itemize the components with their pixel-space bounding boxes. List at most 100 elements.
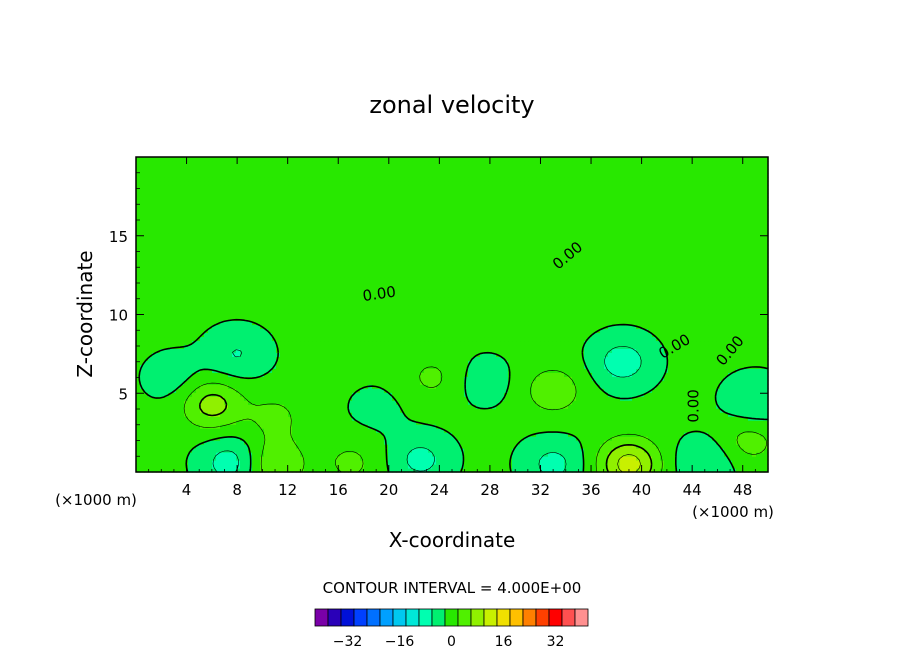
- field-cell: [756, 356, 761, 361]
- field-cell: [276, 444, 281, 449]
- field-cell: [416, 396, 421, 401]
- field-cell: [360, 404, 365, 409]
- field-cell: [448, 372, 453, 377]
- field-cell: [168, 404, 173, 409]
- field-cell: [512, 396, 517, 401]
- field-cell: [748, 420, 753, 425]
- field-cell: [224, 392, 229, 397]
- field-cell: [240, 384, 245, 389]
- field-cell: [208, 348, 213, 353]
- field-cell: [504, 376, 509, 381]
- field-cell: [268, 424, 273, 429]
- field-cell: [696, 448, 701, 453]
- field-cell: [476, 436, 481, 441]
- field-cell: [500, 380, 505, 385]
- field-cell: [324, 428, 329, 433]
- field-cell: [148, 388, 153, 393]
- field-cell: [212, 364, 217, 369]
- field-cell: [332, 432, 337, 437]
- field-cell: [480, 432, 485, 437]
- field-cell: [672, 416, 677, 421]
- field-cell: [644, 404, 649, 409]
- field-cell: [464, 360, 469, 365]
- field-cell: [596, 444, 601, 449]
- field-cell: [264, 364, 269, 369]
- field-cell: [596, 364, 601, 369]
- field-cell: [620, 424, 625, 429]
- field-cell: [488, 384, 493, 389]
- field-cell: [652, 360, 657, 365]
- field-cell: [404, 360, 409, 365]
- field-cell: [340, 444, 345, 449]
- field-cell: [484, 388, 489, 393]
- field-cell: [296, 396, 301, 401]
- field-cell: [496, 448, 501, 453]
- field-cell: [624, 352, 629, 357]
- field-cell: [692, 396, 697, 401]
- field-cell: [224, 368, 229, 373]
- field-cell: [760, 352, 765, 357]
- field-cell: [140, 416, 145, 421]
- field-cell: [632, 456, 637, 461]
- field-cell: [364, 352, 369, 357]
- field-cell: [600, 412, 605, 417]
- field-cell: [188, 372, 193, 377]
- field-cell: [404, 460, 409, 465]
- field-cell: [660, 372, 665, 377]
- field-cell: [424, 352, 429, 357]
- field-cell: [540, 352, 545, 357]
- field-cell: [500, 356, 505, 361]
- field-cell: [600, 396, 605, 401]
- field-cell: [484, 428, 489, 433]
- field-cell: [644, 380, 649, 385]
- field-cell: [724, 436, 729, 441]
- field-cell: [420, 360, 425, 365]
- field-cell: [580, 420, 585, 425]
- field-cell: [476, 408, 481, 413]
- field-cell: [564, 420, 569, 425]
- field-cell: [700, 448, 705, 453]
- field-cell: [684, 416, 689, 421]
- field-cell: [188, 464, 193, 469]
- field-cell: [160, 444, 165, 449]
- field-cell: [228, 444, 233, 449]
- field-cell: [184, 424, 189, 429]
- field-cell: [436, 468, 441, 473]
- field-cell: [600, 420, 605, 425]
- field-cell: [184, 352, 189, 357]
- field-cell: [408, 416, 413, 421]
- field-cell: [392, 444, 397, 449]
- field-cell: [212, 348, 217, 353]
- field-cell: [480, 416, 485, 421]
- field-cell: [296, 448, 301, 453]
- field-cell: [688, 412, 693, 417]
- field-cell: [460, 368, 465, 373]
- field-cell: [708, 412, 713, 417]
- field-cell: [268, 420, 273, 425]
- field-cell: [232, 440, 237, 445]
- field-cell: [728, 388, 733, 393]
- field-cell: [488, 440, 493, 445]
- field-cell: [708, 444, 713, 449]
- field-cell: [316, 368, 321, 373]
- field-cell: [552, 436, 557, 441]
- field-cell: [600, 432, 605, 437]
- field-cell: [172, 428, 177, 433]
- field-cell: [736, 428, 741, 433]
- field-cell: [624, 452, 629, 457]
- field-cell: [168, 352, 173, 357]
- field-cell: [272, 356, 277, 361]
- field-cell: [140, 348, 145, 353]
- field-cell: [448, 356, 453, 361]
- field-cell: [448, 396, 453, 401]
- field-cell: [708, 388, 713, 393]
- field-cell: [672, 360, 677, 365]
- field-cell: [536, 348, 541, 353]
- field-cell: [332, 356, 337, 361]
- field-cell: [680, 468, 685, 473]
- field-cell: [380, 448, 385, 453]
- field-cell: [176, 356, 181, 361]
- field-cell: [328, 452, 333, 457]
- field-cell: [756, 428, 761, 433]
- field-cell: [336, 368, 341, 373]
